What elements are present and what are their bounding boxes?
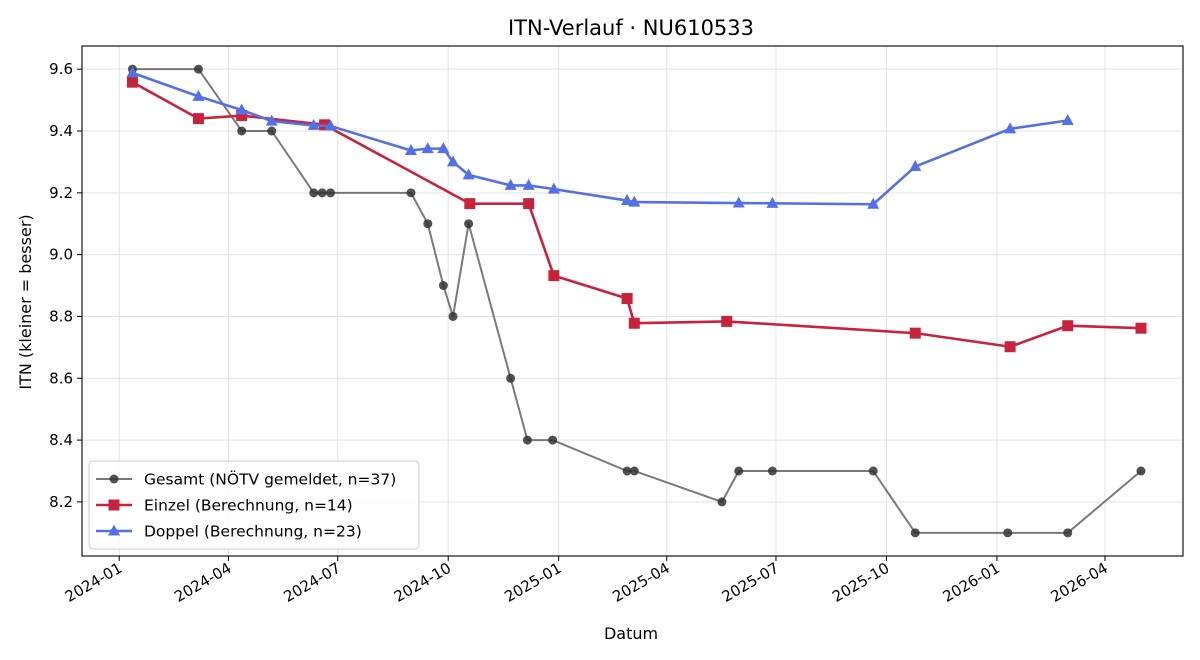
series-circle [127,64,1146,538]
data-point [621,293,633,305]
data-point [621,194,634,206]
y-tick-label: 9.0 [49,246,73,264]
data-point [867,197,880,209]
x-axis-title: Datum [604,624,658,643]
data-point [522,435,532,445]
data-point [437,142,450,154]
series-square [126,76,1147,353]
legend-label: Doppel (Berechnung, n=23) [144,523,362,541]
legend-label: Gesamt (NÖTV gemeldet, n=37) [144,470,396,489]
data-point [235,103,248,115]
data-point [766,196,779,208]
data-point [767,466,777,476]
series-triangle [126,66,1074,209]
data-point [309,188,319,198]
y-tick-label: 8.4 [49,431,73,449]
data-point [448,311,458,321]
data-point [1061,113,1074,125]
data-point [506,373,516,383]
data-point [523,198,535,210]
data-point [236,110,248,122]
data-point [548,270,560,282]
data-point [237,126,247,136]
data-point [868,466,878,476]
data-point [267,126,277,136]
y-tick-label: 8.8 [49,307,73,325]
data-point [1063,528,1073,538]
data-point [1004,341,1016,353]
data-point [462,168,475,180]
data-point [324,119,337,131]
series-line [131,81,1142,349]
data-point [326,188,336,198]
data-point [109,474,119,484]
data-point [548,435,558,445]
data-point [126,66,139,78]
data-point [438,281,448,291]
data-point [192,89,205,101]
data-point [628,195,641,207]
y-axis-ticks: 8.2 8.4 8.6 8.8 9.0 9.2 9.4 9.6 [49,60,82,511]
data-point [317,188,327,198]
legend-entry: Einzel (Berechnung, n=14) [96,497,353,515]
data-point [1136,466,1146,476]
data-point [108,524,120,536]
data-point [447,155,460,167]
data-point [192,113,204,125]
data-point [1135,322,1147,334]
data-point [721,315,733,327]
legend-entry: Gesamt (NÖTV gemeldet, n=37) [96,470,396,489]
data-point [193,64,203,74]
legend: Gesamt (NÖTV gemeldet, n=37) Einzel (Bere… [88,460,420,550]
data-point [421,142,434,154]
y-tick-label: 8.2 [49,493,73,511]
data-point [464,219,474,229]
data-point [126,76,138,88]
data-point [1004,122,1017,134]
legend-box [88,460,420,550]
chart-title: ITN-Verlauf · NU610533 [508,16,754,40]
legend-label: Einzel (Berechnung, n=14) [144,497,353,515]
data-point [1003,528,1013,538]
data-point [423,219,433,229]
plot-area-frame [81,45,1184,557]
y-axis-title: ITN (kleiner = besser) [16,214,35,389]
data-point [404,143,417,155]
data-point [464,198,476,210]
y-tick-label: 9.6 [49,60,73,78]
data-point [406,188,416,198]
data-point [504,178,517,190]
data-point [522,178,535,190]
data-point [1062,320,1074,332]
data-point [622,466,632,476]
data-series [126,64,1147,538]
data-point [547,182,560,194]
data-point [910,528,920,538]
legend-entry: Doppel (Berechnung, n=23) [96,523,362,541]
data-point [307,118,320,130]
data-point [108,499,120,511]
series-line [131,71,1068,206]
data-point [717,497,727,507]
data-point [629,466,639,476]
data-point [732,196,745,208]
data-point [734,466,744,476]
data-point [628,317,640,329]
y-tick-label: 8.6 [49,369,73,387]
data-point [909,160,922,172]
data-point [265,114,278,126]
y-tick-label: 9.4 [49,122,73,140]
y-tick-label: 9.2 [49,184,73,202]
data-point [909,327,921,339]
